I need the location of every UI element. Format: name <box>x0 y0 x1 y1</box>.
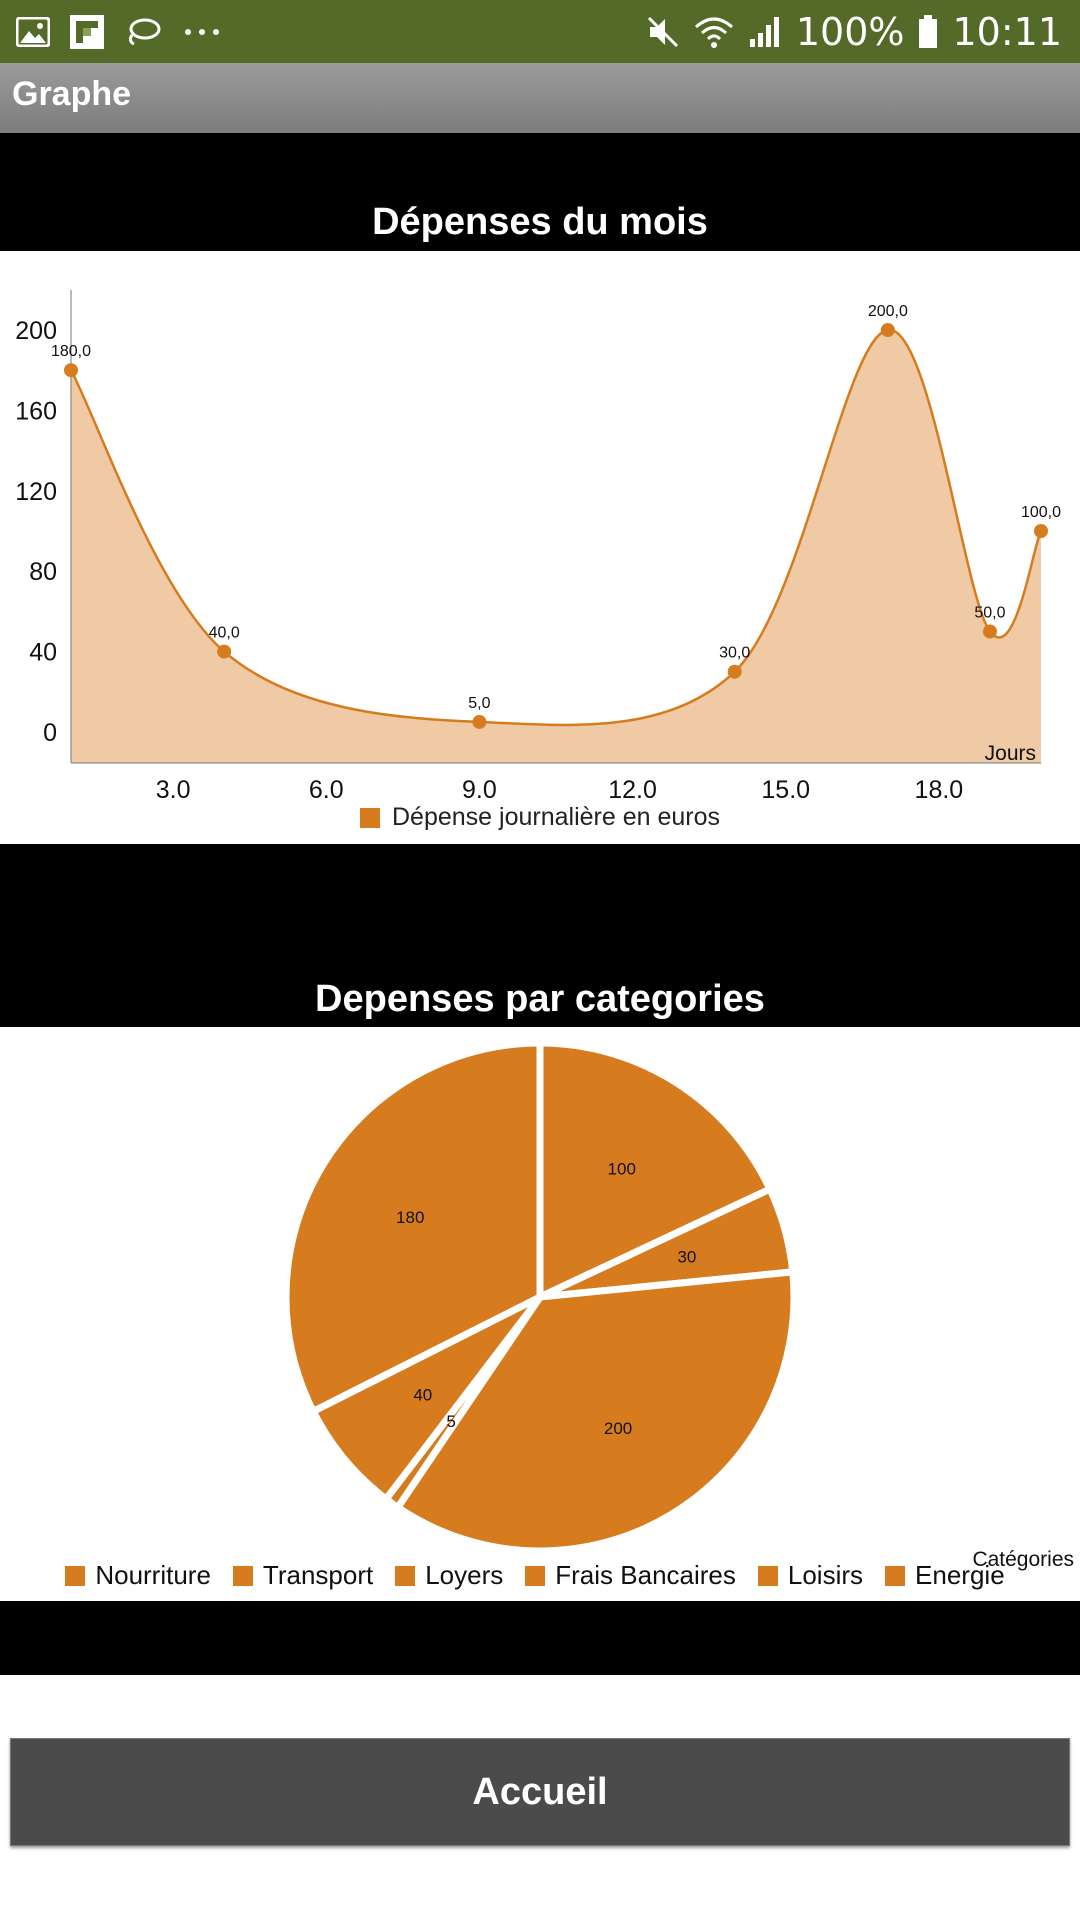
wifi-icon <box>694 17 733 48</box>
axis-ticks: 0 40 80 120 160 200 3.0 6.0 9.0 12.0 15.0 18.0 <box>15 317 963 804</box>
pie-slice[interactable] <box>282 1039 544 1415</box>
legend-item: Nourriture <box>65 1560 211 1591</box>
data-point <box>472 714 487 729</box>
mute-icon <box>647 16 678 48</box>
slice-label: 100 <box>608 1159 636 1178</box>
pie-chart[interactable]: 100 30 200 5 40 180 Catégories <box>0 1027 1080 1601</box>
legend-label: Dépense journalière en euros <box>392 803 720 831</box>
x-tick-label: 12.0 <box>608 776 657 804</box>
app-bar: Graphe <box>0 63 1080 133</box>
legend-item: Loisirs <box>757 1560 864 1591</box>
line-chart-title: Dépenses du mois <box>372 201 708 243</box>
pie-chart-title: Depenses par categories <box>315 978 765 1020</box>
line-legend: Dépense journalière en euros <box>0 803 1080 832</box>
legend-label: Frais Bancaires <box>555 1560 736 1590</box>
x-tick-label: 18.0 <box>915 776 964 804</box>
legend-title: Catégories <box>972 1548 1074 1571</box>
app-title: Graphe <box>12 75 132 113</box>
legend-label: Energie <box>915 1560 1005 1590</box>
pie-chart-header: Depenses par categories <box>0 844 1080 1027</box>
gallery-icon <box>16 17 50 47</box>
data-label: 100,0 <box>1021 504 1061 521</box>
status-bar-left <box>16 12 222 52</box>
signal-icon <box>749 17 779 47</box>
legend-swatch <box>757 1565 778 1586</box>
legend-swatch <box>65 1565 86 1586</box>
x-axis-label: Jours <box>985 742 1036 765</box>
y-tick-label: 80 <box>29 558 57 586</box>
y-tick-label: 120 <box>15 478 57 506</box>
data-label: 200,0 <box>868 303 908 320</box>
legend-item: Transport <box>232 1560 374 1591</box>
data-point <box>727 664 742 679</box>
legend-item: Energie <box>885 1560 1005 1591</box>
line-chart-header: Dépenses du mois <box>0 133 1080 251</box>
legend-swatch <box>525 1565 546 1586</box>
x-tick-label: 9.0 <box>462 776 497 804</box>
y-tick-label: 0 <box>43 719 57 747</box>
data-points: 180,0 40,0 5,0 30,0 200,0 50,0 100,0 <box>51 303 1061 729</box>
clock: 10:11 <box>952 10 1062 54</box>
battery-icon <box>919 15 938 48</box>
lasso-icon <box>128 18 161 46</box>
slice-label: 40 <box>413 1385 432 1404</box>
legend-swatch <box>885 1565 906 1586</box>
data-label: 40,0 <box>209 625 240 642</box>
x-tick-label: 15.0 <box>761 776 810 804</box>
legend-label: Nourriture <box>95 1560 211 1590</box>
y-tick-label: 40 <box>29 639 57 667</box>
legend-label: Loyers <box>425 1560 504 1590</box>
x-tick-label: 6.0 <box>309 776 344 804</box>
legend-label: Loisirs <box>787 1560 864 1590</box>
legend-item: Loyers <box>395 1560 503 1591</box>
data-label: 5,0 <box>468 695 490 712</box>
slice-label: 5 <box>446 1412 455 1431</box>
bottom-black-bar <box>0 1601 1080 1675</box>
y-tick-label: 200 <box>15 317 57 345</box>
slice-label: 180 <box>396 1208 424 1227</box>
legend-label: Transport <box>262 1560 374 1590</box>
data-point <box>982 624 997 639</box>
slice-label: 200 <box>604 1419 632 1438</box>
pie-slice[interactable] <box>536 1039 774 1301</box>
pie-legend: Nourriture Transport Loyers Frais Bancaires… <box>0 1560 1080 1591</box>
more-dots-icon <box>185 29 219 35</box>
data-point <box>1034 524 1048 538</box>
legend-swatch <box>360 807 380 828</box>
data-label: 180,0 <box>51 343 91 360</box>
data-point <box>217 644 232 659</box>
slice-label: 30 <box>677 1248 696 1267</box>
legend-swatch <box>395 1565 416 1586</box>
area-fill <box>71 329 1041 763</box>
legend-swatch <box>232 1565 253 1586</box>
status-bar-right: 100% 10:11 <box>646 8 1062 56</box>
battery-percentage: 100% <box>795 10 905 54</box>
x-tick-label: 3.0 <box>156 776 191 804</box>
pie-slice[interactable] <box>394 1268 798 1555</box>
data-label: 30,0 <box>719 645 750 662</box>
data-point <box>880 323 895 337</box>
legend-item: Frais Bancaires <box>525 1560 736 1591</box>
flipboard-icon <box>70 15 104 49</box>
data-point <box>64 363 78 378</box>
status-bar: 100% 10:11 <box>0 0 1080 63</box>
y-tick-label: 160 <box>15 397 57 425</box>
accueil-button[interactable]: Accueil <box>10 1738 1070 1846</box>
data-label: 50,0 <box>974 605 1005 622</box>
